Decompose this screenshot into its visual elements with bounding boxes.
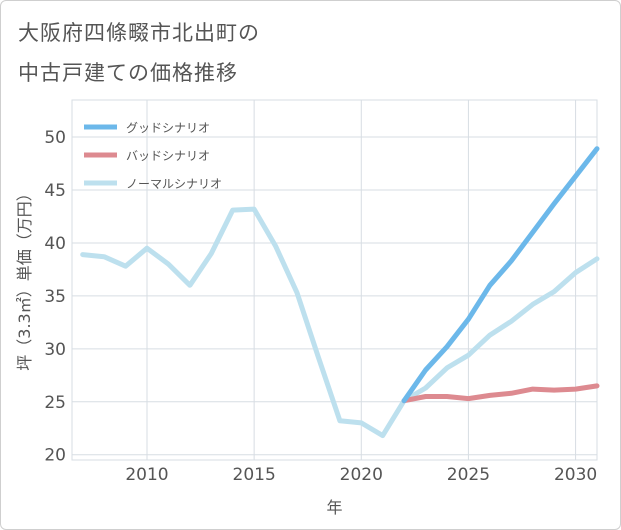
y-axis-label: 坪（3.3㎡）単価（万円）	[15, 185, 34, 370]
series-line-1	[401, 383, 600, 404]
grid	[72, 100, 597, 460]
x-tick-label-2025: 2025	[447, 465, 490, 485]
series-line-2	[80, 206, 600, 439]
x-tick-label-2015: 2015	[233, 465, 276, 485]
x-tick-label-2010: 2010	[125, 465, 168, 485]
x-axis-label: 年	[326, 498, 342, 517]
series-line-0	[401, 146, 600, 404]
y-tick-label-30: 30	[44, 340, 66, 360]
y-tick-label-20: 20	[44, 446, 66, 466]
plot-area-border	[71, 99, 598, 461]
legend-label-1: バッドシナリオ	[126, 149, 210, 163]
y-tick-label-50: 50	[44, 128, 66, 148]
chart-title-line1: 大阪府四條畷市北出町の	[18, 21, 260, 45]
x-tick-label-2030: 2030	[554, 465, 597, 485]
x-tick-label-2020: 2020	[340, 465, 383, 485]
y-tick-label-45: 45	[44, 181, 66, 201]
y-tick-label-35: 35	[44, 287, 66, 307]
series-layer	[80, 146, 600, 439]
legend-label-0: グッドシナリオ	[126, 121, 210, 135]
y-tick-label-25: 25	[44, 393, 66, 413]
chart-title-line2: 中古戸建ての価格推移	[18, 61, 238, 85]
y-tick-label-40: 40	[44, 234, 66, 254]
legend-label-2: ノーマルシナリオ	[126, 177, 222, 191]
